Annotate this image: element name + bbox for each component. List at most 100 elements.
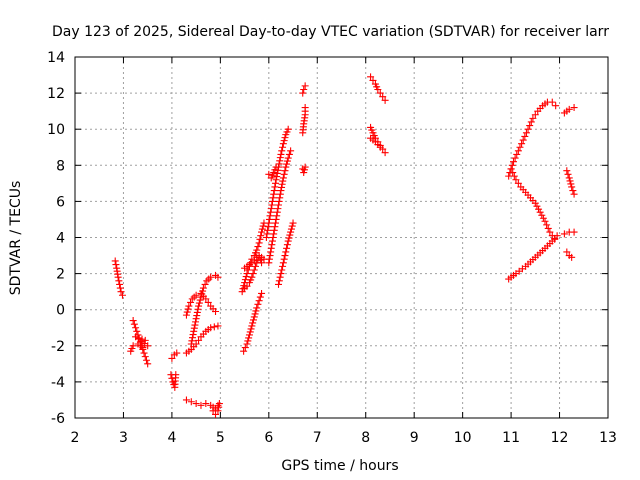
data-point: [182, 396, 190, 404]
data-point: [192, 318, 200, 326]
data-point: [193, 308, 201, 316]
data-point: [546, 228, 554, 236]
data-point: [284, 154, 292, 162]
data-point: [130, 320, 138, 328]
data-point: [173, 349, 181, 357]
data-point: [202, 400, 210, 408]
data-point: [533, 202, 541, 210]
data-point: [244, 337, 252, 345]
data-point: [244, 266, 252, 274]
data-point: [195, 299, 203, 307]
data-point: [111, 257, 119, 265]
data-point: [273, 208, 281, 216]
data-point: [278, 180, 286, 188]
data-point: [255, 297, 263, 305]
data-point: [301, 104, 309, 112]
plot-frame: [74, 56, 609, 419]
y-tick-label: -6: [51, 411, 65, 427]
data-point: [263, 230, 271, 238]
data-point: [381, 149, 389, 157]
data-point: [566, 177, 574, 185]
data-series: [182, 396, 222, 413]
data-series: [563, 167, 578, 198]
data-point: [243, 282, 251, 290]
data-point: [265, 219, 273, 227]
data-series: [367, 134, 384, 151]
data-series: [299, 82, 309, 97]
data-point: [280, 255, 288, 263]
data-point: [256, 293, 264, 301]
data-point: [272, 176, 280, 184]
data-point: [196, 296, 204, 304]
data-point: [276, 194, 284, 202]
data-point: [214, 273, 222, 281]
data-point: [541, 217, 549, 225]
data-point: [276, 154, 284, 162]
data-point: [182, 311, 190, 319]
data-point: [539, 214, 547, 222]
data-point: [280, 137, 288, 145]
y-tick-label: 4: [56, 231, 65, 247]
data-series: [560, 228, 578, 238]
data-point: [280, 170, 288, 178]
data-point: [281, 252, 289, 260]
data-series: [129, 317, 152, 368]
data-series: [187, 271, 222, 348]
x-tick-label: 5: [216, 430, 225, 446]
grid-lines: [75, 57, 608, 418]
data-point: [254, 300, 262, 308]
data-point: [279, 174, 287, 182]
y-tick-label: 10: [47, 122, 65, 138]
data-series: [265, 163, 280, 182]
data-point: [249, 270, 257, 278]
data-series: [563, 248, 576, 261]
data-point: [268, 197, 276, 205]
data-point: [512, 176, 520, 184]
x-tick-label: 9: [410, 430, 419, 446]
data-point: [265, 255, 273, 263]
data-point: [189, 334, 197, 342]
data-point: [133, 327, 141, 335]
data-point: [172, 371, 180, 379]
data-point: [508, 161, 516, 169]
data-point: [247, 325, 255, 333]
y-tick-label: 2: [56, 267, 65, 283]
data-point: [192, 315, 200, 323]
data-point: [198, 290, 206, 298]
data-series: [182, 289, 220, 319]
data-point: [552, 102, 560, 110]
data-point: [511, 154, 519, 162]
data-point: [266, 212, 274, 220]
data-point: [259, 222, 267, 230]
data-point: [565, 174, 573, 182]
data-point: [132, 324, 140, 332]
data-point: [513, 150, 521, 158]
data-point: [199, 287, 207, 295]
data-point: [129, 342, 137, 350]
data-point: [275, 197, 283, 205]
data-point: [212, 410, 220, 418]
data-point: [270, 230, 278, 238]
data-point: [115, 277, 123, 285]
y-tick-label: 12: [47, 86, 65, 102]
y-tick-label: 6: [56, 194, 65, 210]
data-point: [202, 295, 210, 303]
data-point: [188, 337, 196, 345]
data-point: [251, 310, 259, 318]
data-point: [277, 150, 285, 158]
data-point: [278, 266, 286, 274]
data-point: [264, 226, 272, 234]
data-point: [568, 183, 576, 191]
data-point: [277, 270, 285, 278]
data-point: [141, 353, 149, 361]
y-tick-label: 0: [56, 303, 65, 319]
data-point: [199, 284, 207, 292]
data-point: [214, 322, 222, 330]
data-point: [187, 340, 195, 348]
x-tick-labels: 2 3 4 5 6 7 8 9 10 11 12 13: [71, 430, 617, 446]
data-point: [189, 331, 197, 339]
data-point: [185, 302, 193, 310]
data-point: [254, 243, 262, 251]
data-series: [167, 371, 180, 391]
